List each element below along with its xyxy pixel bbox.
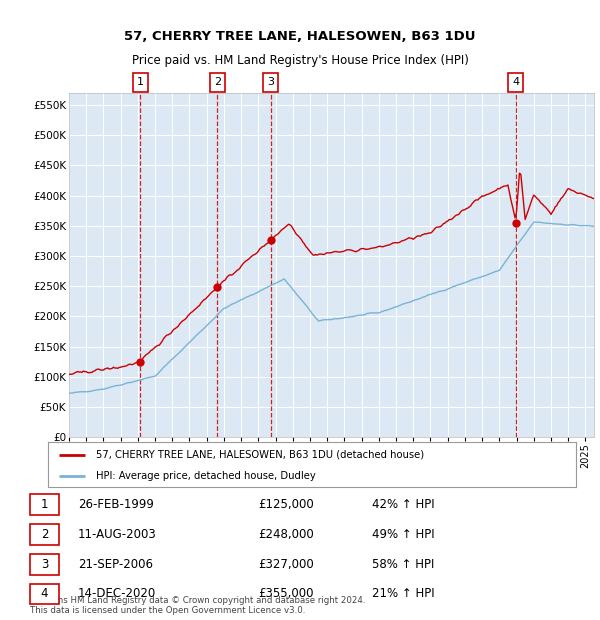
Text: 1: 1: [41, 498, 48, 511]
Text: 11-AUG-2003: 11-AUG-2003: [78, 528, 157, 541]
Text: 2: 2: [41, 528, 48, 541]
Text: HPI: Average price, detached house, Dudley: HPI: Average price, detached house, Dudl…: [95, 471, 315, 480]
Text: 21% ↑ HPI: 21% ↑ HPI: [372, 588, 434, 600]
Text: 58% ↑ HPI: 58% ↑ HPI: [372, 558, 434, 570]
Text: 57, CHERRY TREE LANE, HALESOWEN, B63 1DU (detached house): 57, CHERRY TREE LANE, HALESOWEN, B63 1DU…: [95, 450, 424, 459]
Text: 3: 3: [41, 558, 48, 570]
Text: £327,000: £327,000: [258, 558, 314, 570]
Text: 49% ↑ HPI: 49% ↑ HPI: [372, 528, 434, 541]
Text: £125,000: £125,000: [258, 498, 314, 511]
Text: £248,000: £248,000: [258, 528, 314, 541]
Text: 21-SEP-2006: 21-SEP-2006: [78, 558, 153, 570]
Text: 42% ↑ HPI: 42% ↑ HPI: [372, 498, 434, 511]
Text: 3: 3: [267, 78, 274, 87]
Text: 57, CHERRY TREE LANE, HALESOWEN, B63 1DU: 57, CHERRY TREE LANE, HALESOWEN, B63 1DU: [124, 30, 476, 43]
Text: 26-FEB-1999: 26-FEB-1999: [78, 498, 154, 511]
Text: 2: 2: [214, 78, 221, 87]
Text: Price paid vs. HM Land Registry's House Price Index (HPI): Price paid vs. HM Land Registry's House …: [131, 54, 469, 67]
Text: £355,000: £355,000: [258, 588, 314, 600]
Text: 4: 4: [512, 78, 520, 87]
Text: 1: 1: [137, 78, 144, 87]
Text: 4: 4: [41, 588, 48, 600]
Text: 14-DEC-2020: 14-DEC-2020: [78, 588, 156, 600]
Text: Contains HM Land Registry data © Crown copyright and database right 2024.
This d: Contains HM Land Registry data © Crown c…: [30, 596, 365, 615]
